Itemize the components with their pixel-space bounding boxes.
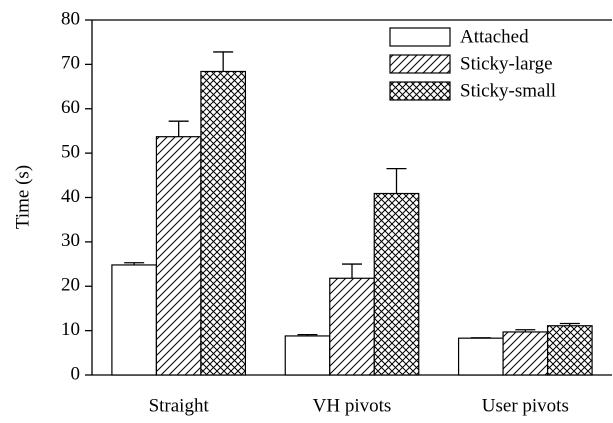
legend-swatch: [389, 81, 451, 101]
y-tick-label: 20: [61, 275, 80, 296]
legend-swatch: [389, 54, 451, 74]
bar: [329, 277, 375, 376]
y-tick-label: 60: [61, 97, 80, 118]
y-tick-label: 70: [61, 53, 80, 74]
y-tick-label: 40: [61, 186, 80, 207]
bar: [111, 264, 158, 376]
bar: [457, 337, 504, 376]
legend-label: Sticky-small: [460, 80, 556, 101]
y-tick-label: 10: [61, 319, 80, 340]
x-tick-label: Straight: [149, 395, 210, 416]
y-tick-label: 80: [61, 8, 80, 29]
y-tick-label: 0: [71, 363, 81, 384]
legend-label: Sticky-large: [460, 53, 553, 74]
bar: [284, 335, 331, 376]
bar: [502, 331, 549, 376]
legend-swatch: [389, 27, 451, 47]
x-tick-label: VH pivots: [313, 395, 392, 416]
y-tick-label: 50: [61, 141, 80, 162]
bar: [546, 325, 593, 376]
legend-label: Attached: [460, 26, 529, 47]
y-tick-label: 30: [61, 230, 80, 251]
y-axis-label: Time (s): [12, 165, 33, 229]
bar: [373, 192, 420, 376]
x-tick-label: User pivots: [482, 395, 569, 416]
bar: [155, 136, 202, 376]
bar: [200, 70, 247, 376]
